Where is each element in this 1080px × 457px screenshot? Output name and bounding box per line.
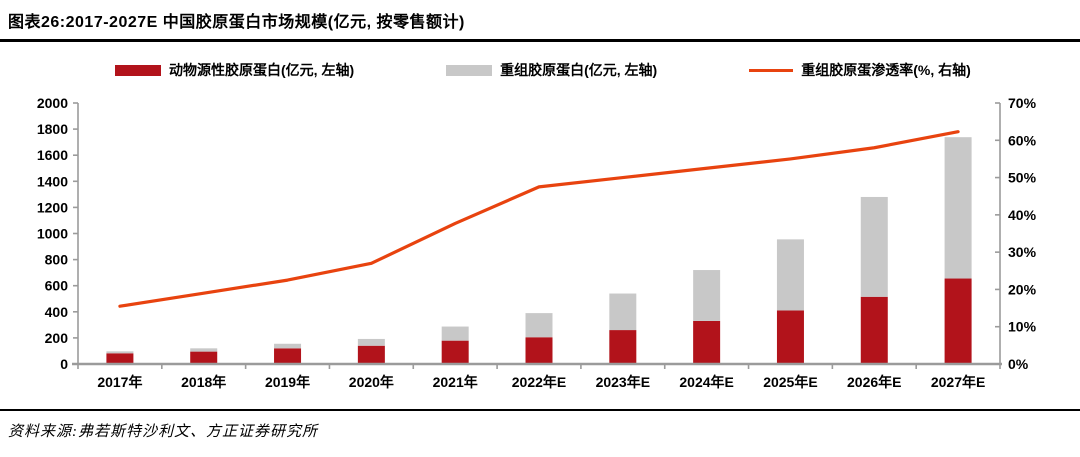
left-axis-tick-label: 600 [45,278,69,294]
bar-segment-recombinant [525,313,553,338]
bar-segment-recombinant [944,137,972,279]
bar-segment-recombinant [441,326,469,341]
bar-segment-animal [274,348,302,364]
bar-segment-recombinant [693,270,721,321]
x-axis-category-label: 2022年E [512,374,566,390]
right-axis-tick-label: 40% [1008,207,1037,223]
bar-segment-animal [776,310,804,364]
right-axis-tick-label: 60% [1008,132,1037,148]
chart-title: 图表26:2017-2027E 中国胶原蛋白市场规模(亿元, 按零售额计) [8,14,465,31]
bar-segment-recombinant [106,351,134,354]
x-axis-category-label: 2027年E [931,374,985,390]
x-axis-category-label: 2018年 [181,374,226,390]
legend-item-penetration-rate: 重组胶原蛋渗透率(%, 右轴) [749,60,971,80]
footer-divider [0,409,1080,411]
x-axis-category-label: 2020年 [349,374,394,390]
legend-label-penetration-rate: 重组胶原蛋渗透率(%, 右轴) [801,62,971,78]
x-axis-category-label: 2025年E [763,374,817,390]
legend-swatch-line-icon [749,68,794,72]
x-axis-category-label: 2024年E [679,374,733,390]
bar-segment-animal [357,345,385,364]
x-axis-category-label: 2026年E [847,374,901,390]
x-axis-category-label: 2019年 [265,374,310,390]
right-axis-tick-label: 10% [1008,319,1037,335]
bar-segment-animal [190,351,218,364]
left-axis-tick-label: 1400 [37,173,68,189]
right-axis-tick-label: 70% [1008,95,1037,111]
x-axis-category-label: 2017年 [97,374,142,390]
bar-segment-recombinant [190,348,218,352]
x-axis-category-label: 2023年E [596,374,650,390]
bar-segment-recombinant [609,293,637,331]
bar-segment-animal [693,320,721,364]
bar-segment-recombinant [357,338,385,346]
left-axis-tick-label: 800 [45,252,69,268]
right-axis-tick-label: 0% [1008,356,1029,372]
bar-segment-animal [860,296,888,364]
title-underline [0,39,1080,42]
legend-item-recombinant-collagen: 重组胶原蛋白(亿元, 左轴) [446,60,657,80]
left-axis-tick-label: 400 [45,304,69,320]
left-axis-tick-label: 2000 [37,95,68,111]
x-axis-category-label: 2021年 [433,374,478,390]
bar-segment-animal [609,330,637,364]
bar-segment-recombinant [274,343,302,349]
chart-legend: 动物源性胶原蛋白(亿元, 左轴) 重组胶原蛋白(亿元, 左轴) 重组胶原蛋渗透率… [115,60,1075,80]
bar-segment-recombinant [860,196,888,297]
right-axis-tick-label: 30% [1008,244,1037,260]
left-axis-tick-label: 200 [45,330,69,346]
left-axis-tick-label: 1200 [37,199,68,215]
penetration-rate-line [118,130,960,308]
legend-label-animal-collagen: 动物源性胶原蛋白(亿元, 左轴) [169,62,355,78]
left-axis-tick-label: 0 [60,356,68,372]
right-axis-tick-label: 50% [1008,170,1037,186]
left-axis-tick-label: 1000 [37,226,68,242]
legend-swatch-red-bar-icon [115,64,161,76]
bar-segment-animal [944,278,972,364]
right-axis-tick-label: 20% [1008,281,1037,297]
left-axis-tick-label: 1800 [37,121,68,137]
source-attribution: 资料来源:弗若斯特沙利文、方正证券研究所 [8,424,318,440]
legend-item-animal-collagen: 动物源性胶原蛋白(亿元, 左轴) [115,60,354,80]
legend-label-recombinant-collagen: 重组胶原蛋白(亿元, 左轴) [500,62,658,78]
bar-segment-animal [441,340,469,364]
left-axis-tick-label: 1600 [37,147,68,163]
legend-swatch-gray-bar-icon [446,64,493,76]
bar-segment-animal [525,337,553,364]
bar-segment-animal [106,353,134,364]
bar-segment-recombinant [776,239,804,311]
